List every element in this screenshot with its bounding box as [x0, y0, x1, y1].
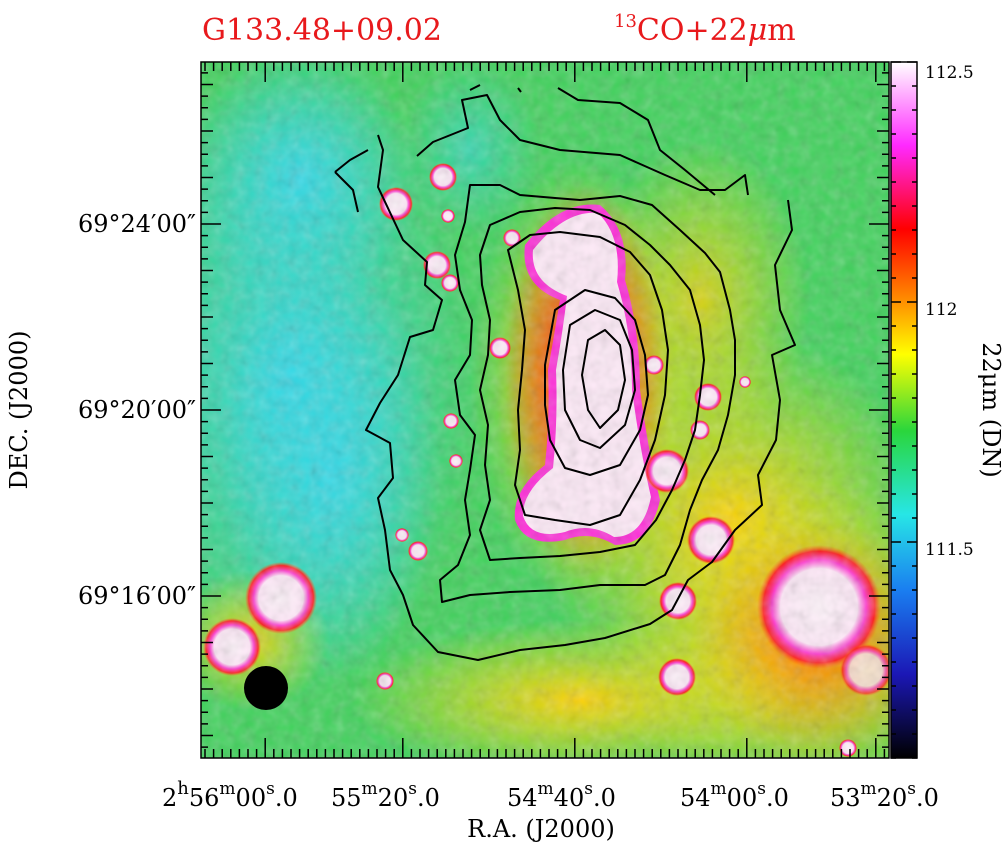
- x-tick-label-4: 53m20s.0: [830, 779, 939, 812]
- y-axis-label: DEC. (J2000): [5, 331, 33, 490]
- contour-level-5: [507, 231, 669, 526]
- colorbar-tick-label-0: 111.5: [925, 540, 974, 560]
- line-title: 13CO+22μm: [614, 11, 796, 48]
- x-axis-label: R.A. (J2000): [467, 815, 615, 843]
- y-tick-labels: 69°24′00″ 69°20′00″ 69°16′00″: [78, 210, 196, 610]
- y-tick-label-2: 69°16′00″: [78, 582, 196, 610]
- colorbar-ticks: [891, 61, 917, 759]
- contour-level-8: [581, 329, 626, 429]
- contour-level-7: [562, 309, 636, 449]
- colorbar: [890, 61, 918, 759]
- heatmap-image: [201, 62, 889, 758]
- contour-fragment: [469, 84, 522, 93]
- x-tick-label-1: 55m20s.0: [331, 779, 440, 812]
- colorbar-label: 22μm (DN): [977, 342, 1003, 478]
- x-tick-label-3: 54m00s.0: [680, 779, 789, 812]
- y-tick-label-1: 69°20′00″: [78, 396, 196, 424]
- colorbar-tick-label-1: 112: [925, 300, 957, 320]
- x-tick-label-2: 54m40s.0: [507, 779, 616, 812]
- colorbar-tick-label-2: 112.5: [925, 63, 974, 83]
- y-tick-label-0: 69°24′00″: [78, 210, 196, 238]
- contour-level-4: [479, 207, 705, 561]
- contour-level-3: [439, 184, 736, 603]
- contour-level-1: [334, 134, 796, 661]
- source-name-title: G133.48+09.02: [202, 13, 442, 48]
- x-tick-labels: 2h56m00s.0 55m20s.0 54m40s.0 54m00s.0 53…: [162, 778, 939, 812]
- contour-level-1b: [334, 171, 359, 213]
- colorbar-tick-labels: 111.5 112 112.5: [925, 63, 974, 560]
- x-tick-label-0: 2h56m00s.0: [162, 778, 298, 812]
- contour-level-2b: [557, 87, 716, 196]
- contour-level-2: [416, 94, 749, 196]
- contour-level-6: [544, 289, 649, 476]
- beam-symbol: [244, 666, 288, 710]
- axis-ticks: [201, 62, 889, 758]
- co-contours: [334, 84, 796, 661]
